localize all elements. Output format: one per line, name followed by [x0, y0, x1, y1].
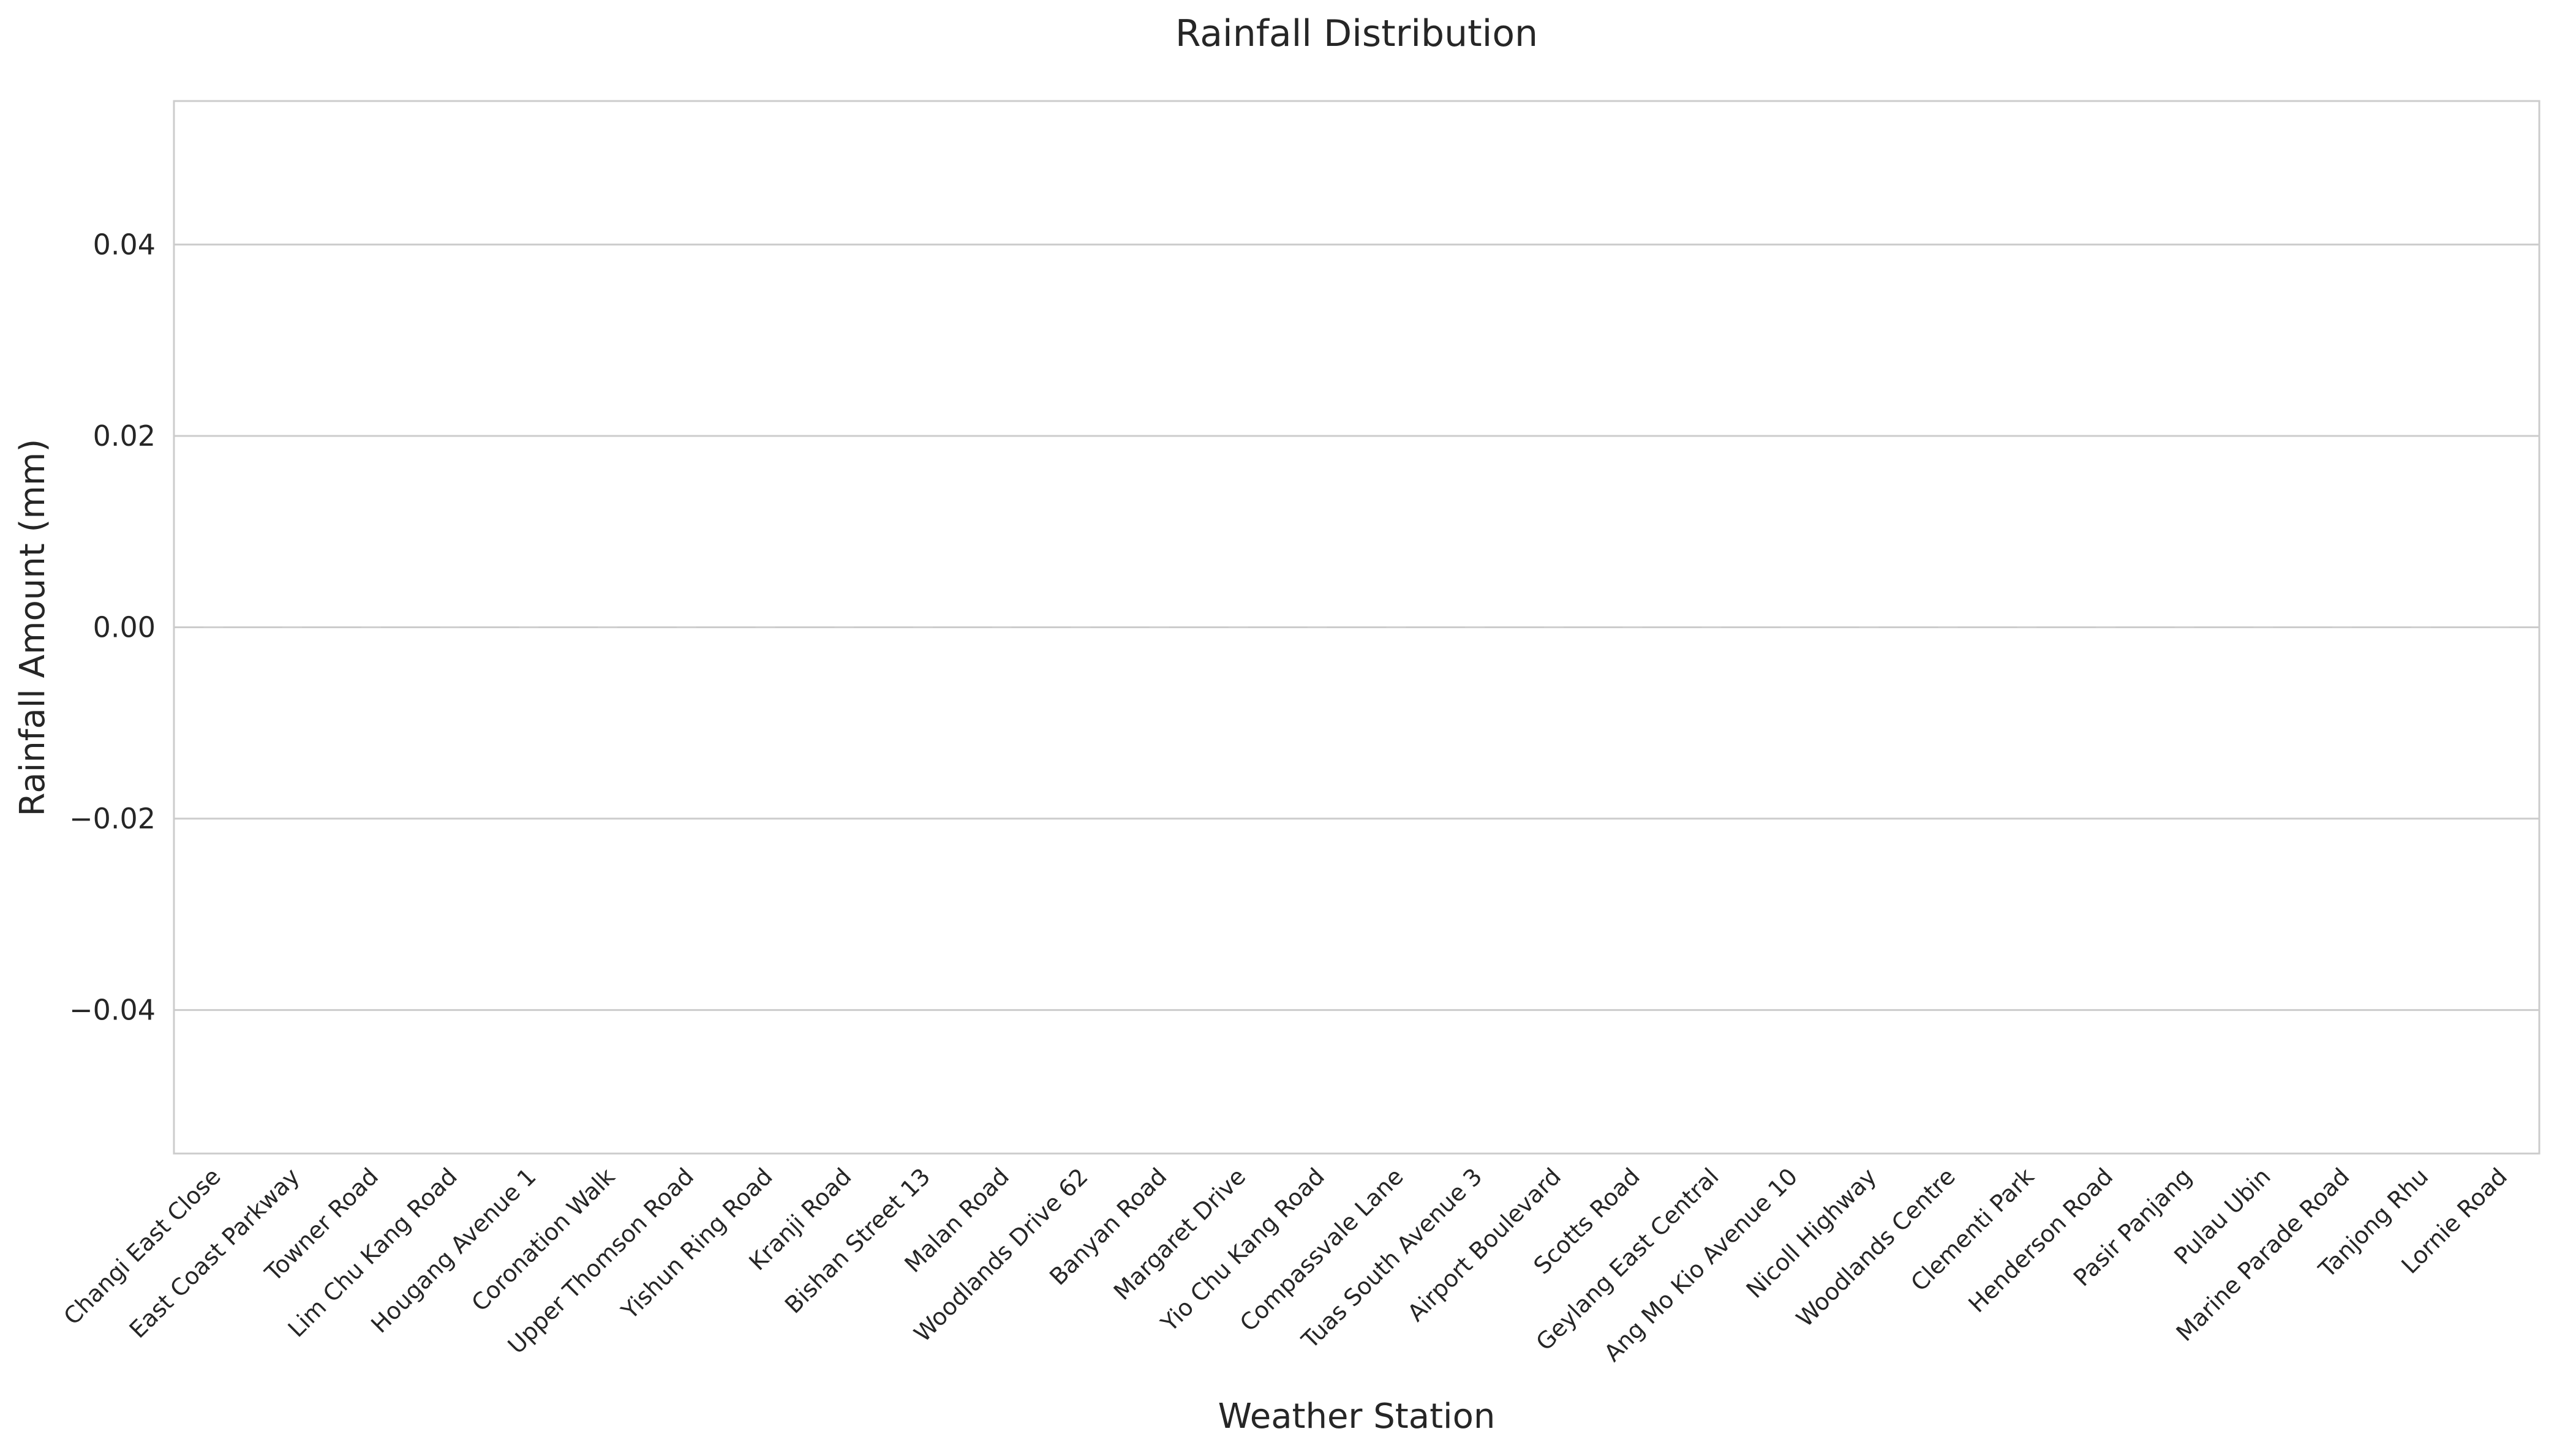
y-tick-label: −0.02 — [69, 802, 156, 835]
bar — [755, 626, 775, 628]
bar — [2411, 626, 2431, 628]
y-tick-label: −0.04 — [69, 994, 156, 1027]
bar — [913, 626, 933, 628]
bar — [1386, 626, 1406, 628]
chart-title: Rainfall Distribution — [1175, 12, 1538, 55]
bar — [519, 626, 539, 628]
y-tick-label: 0.00 — [93, 611, 156, 644]
bar — [203, 626, 224, 628]
bar — [1622, 626, 1643, 628]
bar — [1938, 626, 1958, 628]
bar — [2332, 626, 2352, 628]
bar — [1543, 626, 1564, 628]
bar — [1071, 626, 1091, 628]
bar — [361, 626, 381, 628]
bar — [1150, 626, 1170, 628]
bar — [282, 626, 303, 628]
bar — [1228, 626, 1248, 628]
y-gridlines — [174, 243, 2539, 1011]
bar — [1780, 626, 1801, 628]
bar — [597, 626, 618, 628]
y-axis-tick-labels: −0.04 −0.02 0.00 0.02 0.04 — [69, 228, 156, 1026]
bar — [1465, 626, 1485, 628]
bar — [834, 626, 854, 628]
bar — [2095, 626, 2116, 628]
y-axis-label: Rainfall Amount (mm) — [13, 439, 53, 817]
bar — [2017, 626, 2037, 628]
y-tick-label: 0.04 — [93, 228, 156, 261]
bar — [1307, 626, 1327, 628]
bar — [2490, 626, 2510, 628]
bar — [992, 626, 1012, 628]
bar — [1701, 626, 1722, 628]
bar — [2174, 626, 2194, 628]
x-axis-label: Weather Station — [1218, 1397, 1496, 1436]
bar — [2253, 626, 2273, 628]
bar — [676, 626, 696, 628]
bar-series — [203, 626, 2510, 628]
bar — [1859, 626, 1879, 628]
bar — [440, 626, 460, 628]
y-tick-label: 0.02 — [93, 419, 156, 452]
plot-area-frame — [173, 100, 2541, 1155]
